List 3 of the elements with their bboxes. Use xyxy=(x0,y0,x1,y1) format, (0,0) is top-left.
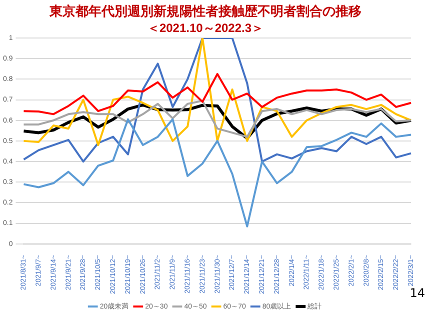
chart-title: 東京都年代別週別新規陽性者接触歴不明者割合の推移 xyxy=(48,3,362,18)
text: 14 xyxy=(410,286,425,300)
chart-subtitle: ＜2021.10～2022.3＞ xyxy=(147,21,264,36)
